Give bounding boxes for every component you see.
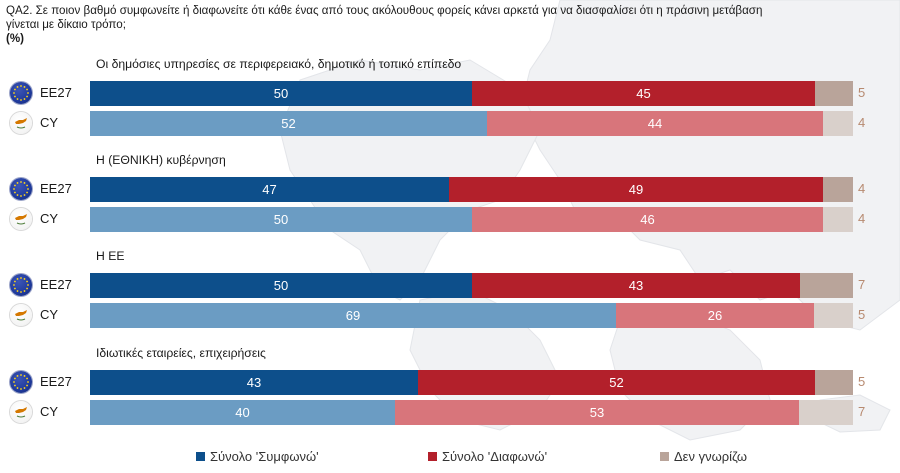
- stacked-bar: 50 43: [90, 273, 853, 298]
- data-label-dk: 7: [858, 277, 866, 292]
- bar-row-cy: CY 50 46 4: [0, 207, 900, 232]
- country-label: CY: [40, 404, 59, 419]
- stacked-bar: 47 49: [90, 177, 853, 202]
- cyprus-flag-icon: [10, 112, 32, 134]
- data-label-disagree: 53: [589, 405, 605, 420]
- question-text: QA2. Σε ποιον βαθμό συμφωνείτε ή διαφωνε…: [6, 4, 763, 31]
- bar-segment-agree: 50: [90, 81, 472, 106]
- eu-flag-icon: [10, 178, 32, 200]
- group-label: Η ΕΕ: [96, 249, 125, 263]
- bar-row-ee27: EE27 50 43 7: [0, 273, 900, 298]
- eu-flag-icon: [10, 82, 32, 104]
- bar-segment-agree: 69: [90, 303, 616, 328]
- bar-segment-disagree: 53: [395, 400, 799, 425]
- data-label-agree: 52: [281, 116, 296, 131]
- data-label-agree: 50: [273, 278, 289, 293]
- bar-segment-disagree: 26: [616, 303, 814, 328]
- bar-segment-dk: [815, 370, 853, 395]
- data-label-disagree: 52: [609, 375, 624, 390]
- bar-segment-dk: [823, 207, 853, 232]
- data-label-agree: 40: [235, 405, 250, 420]
- cyprus-flag-icon: [10, 401, 32, 423]
- data-label-disagree: 43: [628, 278, 644, 293]
- bar-segment-disagree: 44: [487, 111, 823, 136]
- bar-segment-disagree: 52: [418, 370, 815, 395]
- data-label-dk: 4: [858, 181, 866, 196]
- data-label-dk: 5: [858, 85, 866, 100]
- data-label-disagree: 46: [640, 212, 655, 227]
- bar-segment-agree: 47: [90, 177, 449, 202]
- bar-segment-disagree: 46: [472, 207, 823, 232]
- question-title: QA2. Σε ποιον βαθμό συμφωνείτε ή διαφωνε…: [6, 4, 766, 46]
- unit-label: (%): [6, 32, 25, 45]
- legend-item-agree: Σύνολο 'Συμφωνώ': [196, 449, 319, 464]
- bar-segment-disagree: 43: [472, 273, 800, 298]
- bar-row-ee27: EE27 47 49 4: [0, 177, 900, 202]
- bar-segment-agree: 50: [90, 273, 472, 298]
- data-label-disagree: 44: [647, 116, 663, 131]
- bar-segment-disagree: 49: [449, 177, 823, 202]
- eu-flag-icon: [10, 274, 32, 296]
- bar-row-cy: CY 40 53 7: [0, 400, 900, 425]
- data-label-dk: 5: [858, 307, 866, 322]
- data-label-disagree: 49: [628, 182, 644, 197]
- cyprus-flag-icon: [10, 304, 32, 326]
- bar-row-ee27: EE27 43 52 5: [0, 370, 900, 395]
- bar-segment-agree: 40: [90, 400, 395, 425]
- stacked-bar: 69 26: [90, 303, 853, 328]
- bar-segment-dk: [823, 111, 853, 136]
- data-label-disagree: 45: [636, 86, 651, 101]
- stacked-bar: 50 46: [90, 207, 853, 232]
- data-label-agree: 43: [246, 375, 262, 390]
- data-label-agree: 50: [273, 212, 289, 227]
- stacked-bar: 40 53: [90, 400, 853, 425]
- data-label-disagree: 26: [707, 308, 723, 323]
- bar-segment-dk: [823, 177, 853, 202]
- bar-segment-agree: 52: [90, 111, 487, 136]
- country-label: EE27: [40, 374, 72, 389]
- stacked-bar: 50 45: [90, 81, 853, 106]
- country-label: CY: [40, 307, 59, 322]
- legend-label-disagree: Σύνολο 'Διαφωνώ': [442, 449, 548, 464]
- bar-segment-dk: [800, 273, 853, 298]
- country-label: CY: [40, 115, 59, 130]
- data-label-agree: 47: [262, 182, 277, 197]
- country-label: CY: [40, 211, 59, 226]
- legend-label-dk: Δεν γνωρίζω: [674, 449, 748, 464]
- bar-row-cy: CY 69 26 5: [0, 303, 900, 328]
- data-label-dk: 4: [858, 115, 866, 130]
- data-label-dk: 5: [858, 374, 866, 389]
- data-label-dk: 7: [858, 404, 866, 419]
- legend: Σύνολο 'Συμφωνώ' Σύνολο 'Διαφωνώ' Δεν γν…: [0, 449, 900, 467]
- stacked-bar: 43 52: [90, 370, 853, 395]
- bar-segment-dk: [799, 400, 853, 425]
- group-label: Ιδιωτικές εταιρείες, επιχειρήσεις: [96, 346, 266, 360]
- cyprus-flag-icon: [10, 208, 32, 230]
- legend-swatch-disagree: [428, 452, 437, 461]
- data-label-agree: 69: [345, 308, 361, 323]
- bar-segment-dk: [814, 303, 853, 328]
- bar-segment-agree: 43: [90, 370, 418, 395]
- bar-segment-agree: 50: [90, 207, 472, 232]
- legend-label-agree: Σύνολο 'Συμφωνώ': [210, 449, 319, 464]
- bar-row-cy: CY 52 44 4: [0, 111, 900, 136]
- bar-segment-disagree: 45: [472, 81, 815, 106]
- bar-row-ee27: EE27 50 45 5: [0, 81, 900, 106]
- legend-swatch-dk: [660, 452, 669, 461]
- eu-flag-icon: [10, 371, 32, 393]
- data-label-agree: 50: [273, 86, 289, 101]
- legend-item-dk: Δεν γνωρίζω: [660, 449, 747, 464]
- country-label: EE27: [40, 277, 72, 292]
- country-label: EE27: [40, 85, 72, 100]
- legend-item-disagree: Σύνολο 'Διαφωνώ': [428, 449, 547, 464]
- group-label: Η (ΕΘΝΙΚΗ) κυβέρνηση: [96, 153, 226, 167]
- stacked-bar: 52 44: [90, 111, 853, 136]
- country-label: EE27: [40, 181, 72, 196]
- data-label-dk: 4: [858, 211, 866, 226]
- bar-segment-dk: [815, 81, 853, 106]
- group-label: Οι δημόσιες υπηρεσίες σε περιφερειακό, δ…: [96, 57, 462, 71]
- legend-swatch-agree: [196, 452, 205, 461]
